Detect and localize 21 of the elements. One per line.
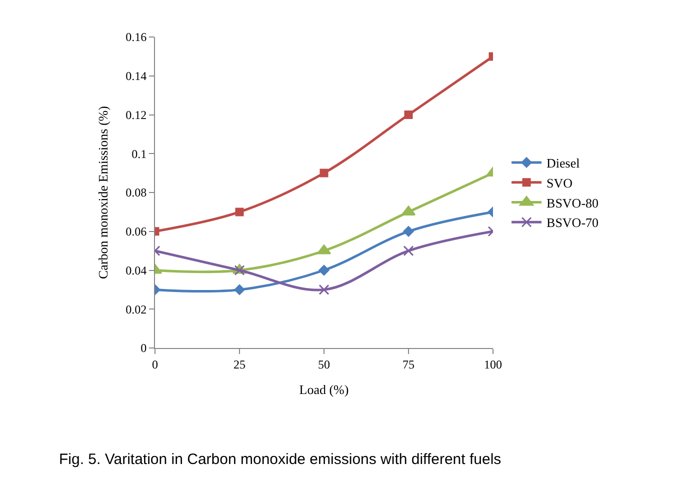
legend-label: BSVO-80 <box>546 195 599 210</box>
x-tick-label: 0 <box>152 357 158 372</box>
legend-label: BSVO-70 <box>546 215 599 230</box>
y-tick-label: 0.02 <box>126 302 147 316</box>
y-tick-label: 0.08 <box>126 186 147 200</box>
legend-label: Diesel <box>546 156 580 171</box>
x-tick-label: 50 <box>318 357 330 372</box>
y-axis-title: Carbon monoxide Emissions (%) <box>96 106 111 279</box>
x-tick-label: 75 <box>402 357 414 372</box>
y-tick-label: 0.1 <box>132 146 147 161</box>
y-tick-label: 0.06 <box>126 224 147 239</box>
y-tick-label: 0.04 <box>126 263 147 278</box>
x-axis-title: Load (%) <box>299 382 349 397</box>
legend-label: SVO <box>546 175 573 190</box>
x-tick-label: 25 <box>234 357 246 372</box>
y-tick-label: 0.16 <box>126 30 147 44</box>
caption: Fig. 5. Varitation in Carbon monoxide emissions with different fuels <box>59 451 502 468</box>
y-tick-label: 0.12 <box>126 108 147 122</box>
y-tick-label: 0.14 <box>126 69 147 84</box>
x-tick-label: 100 <box>484 357 502 372</box>
y-tick-label: 0 <box>140 341 147 356</box>
